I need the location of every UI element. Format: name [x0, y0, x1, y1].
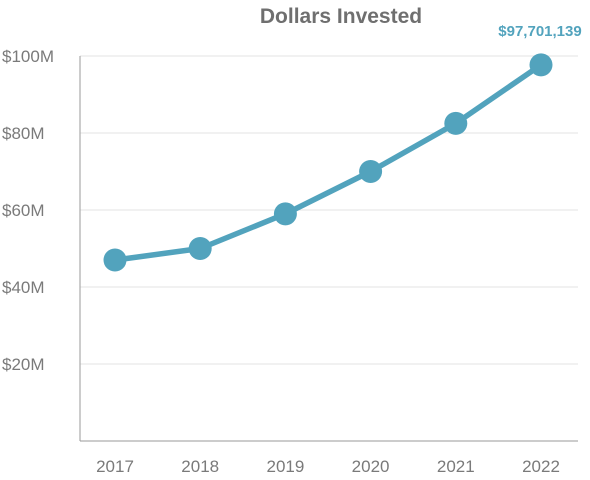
data-point [103, 248, 127, 272]
y-tick-label: $80M [2, 124, 45, 143]
data-point [529, 53, 553, 77]
series-line [112, 62, 544, 263]
y-tick-label: $40M [2, 278, 45, 297]
x-tick-label: 2018 [181, 457, 219, 476]
y-tick-label: $20M [2, 355, 45, 374]
data-label-annotation: $97,701,139 [498, 23, 581, 40]
x-tick-label: 2017 [96, 457, 134, 476]
series-layer [103, 53, 553, 272]
x-tick-labels: 2017 2018 2019 2020 2021 2022 [96, 457, 560, 476]
chart-title: Dollars Invested [260, 5, 422, 28]
y-tick-labels: $20M $40M $60M $80M $100M [2, 47, 54, 374]
axes [79, 56, 578, 442]
data-point [188, 237, 212, 260]
data-point [359, 160, 383, 183]
y-tick-label: $100M [2, 47, 54, 66]
gridlines [80, 55, 578, 365]
x-tick-label: 2020 [352, 457, 390, 476]
x-tick-label: 2019 [266, 457, 304, 476]
x-tick-label: 2021 [437, 457, 475, 476]
annotation-layer: $97,701,139 [498, 23, 581, 40]
y-tick-label: $60M [2, 201, 45, 220]
data-point [444, 111, 468, 135]
data-point [273, 202, 297, 226]
x-tick-label: 2022 [522, 457, 560, 476]
